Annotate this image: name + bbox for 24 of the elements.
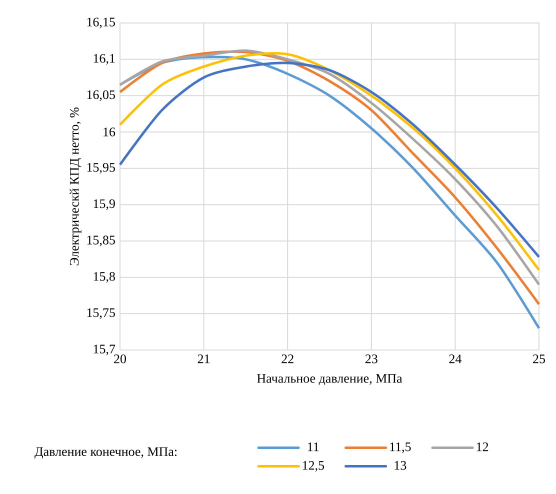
x-axis-title: Начальное давление, МПа — [257, 374, 402, 386]
x-tick-label: 21 — [198, 354, 210, 364]
x-tick-label: 20 — [114, 354, 126, 364]
legend-label: 13 — [394, 461, 406, 470]
y-tick-label: 15,9 — [94, 199, 115, 210]
y-tick-label: 15,8 — [94, 272, 115, 283]
y-tick-label: 15,7 — [94, 344, 116, 356]
y-tick-label: 15,75 — [87, 308, 115, 319]
legend-label: 12,5 — [302, 461, 324, 472]
x-tick-label: 24 — [449, 354, 462, 364]
x-tick-label: 25 — [533, 354, 545, 364]
y-axis-title: Электрическй КПД нетто, % — [70, 107, 82, 266]
x-tick-label: 22 — [282, 354, 294, 364]
y-tick-label: 15,95 — [87, 163, 115, 174]
legend-title: Давление конечное, МПа: — [34, 447, 176, 459]
y-tick-label: 16 — [104, 128, 116, 136]
legend-label: 11,5 — [390, 442, 411, 454]
y-tick-label: 16,05 — [87, 90, 115, 101]
x-tick-label: 23 — [365, 354, 378, 364]
legend-label: 11 — [308, 442, 319, 452]
y-tick-label: 16,15 — [87, 18, 115, 28]
y-tick-label: 15,85 — [87, 236, 115, 246]
legend-label: 12 — [476, 442, 488, 452]
y-tick-label: 16,1 — [94, 54, 115, 65]
